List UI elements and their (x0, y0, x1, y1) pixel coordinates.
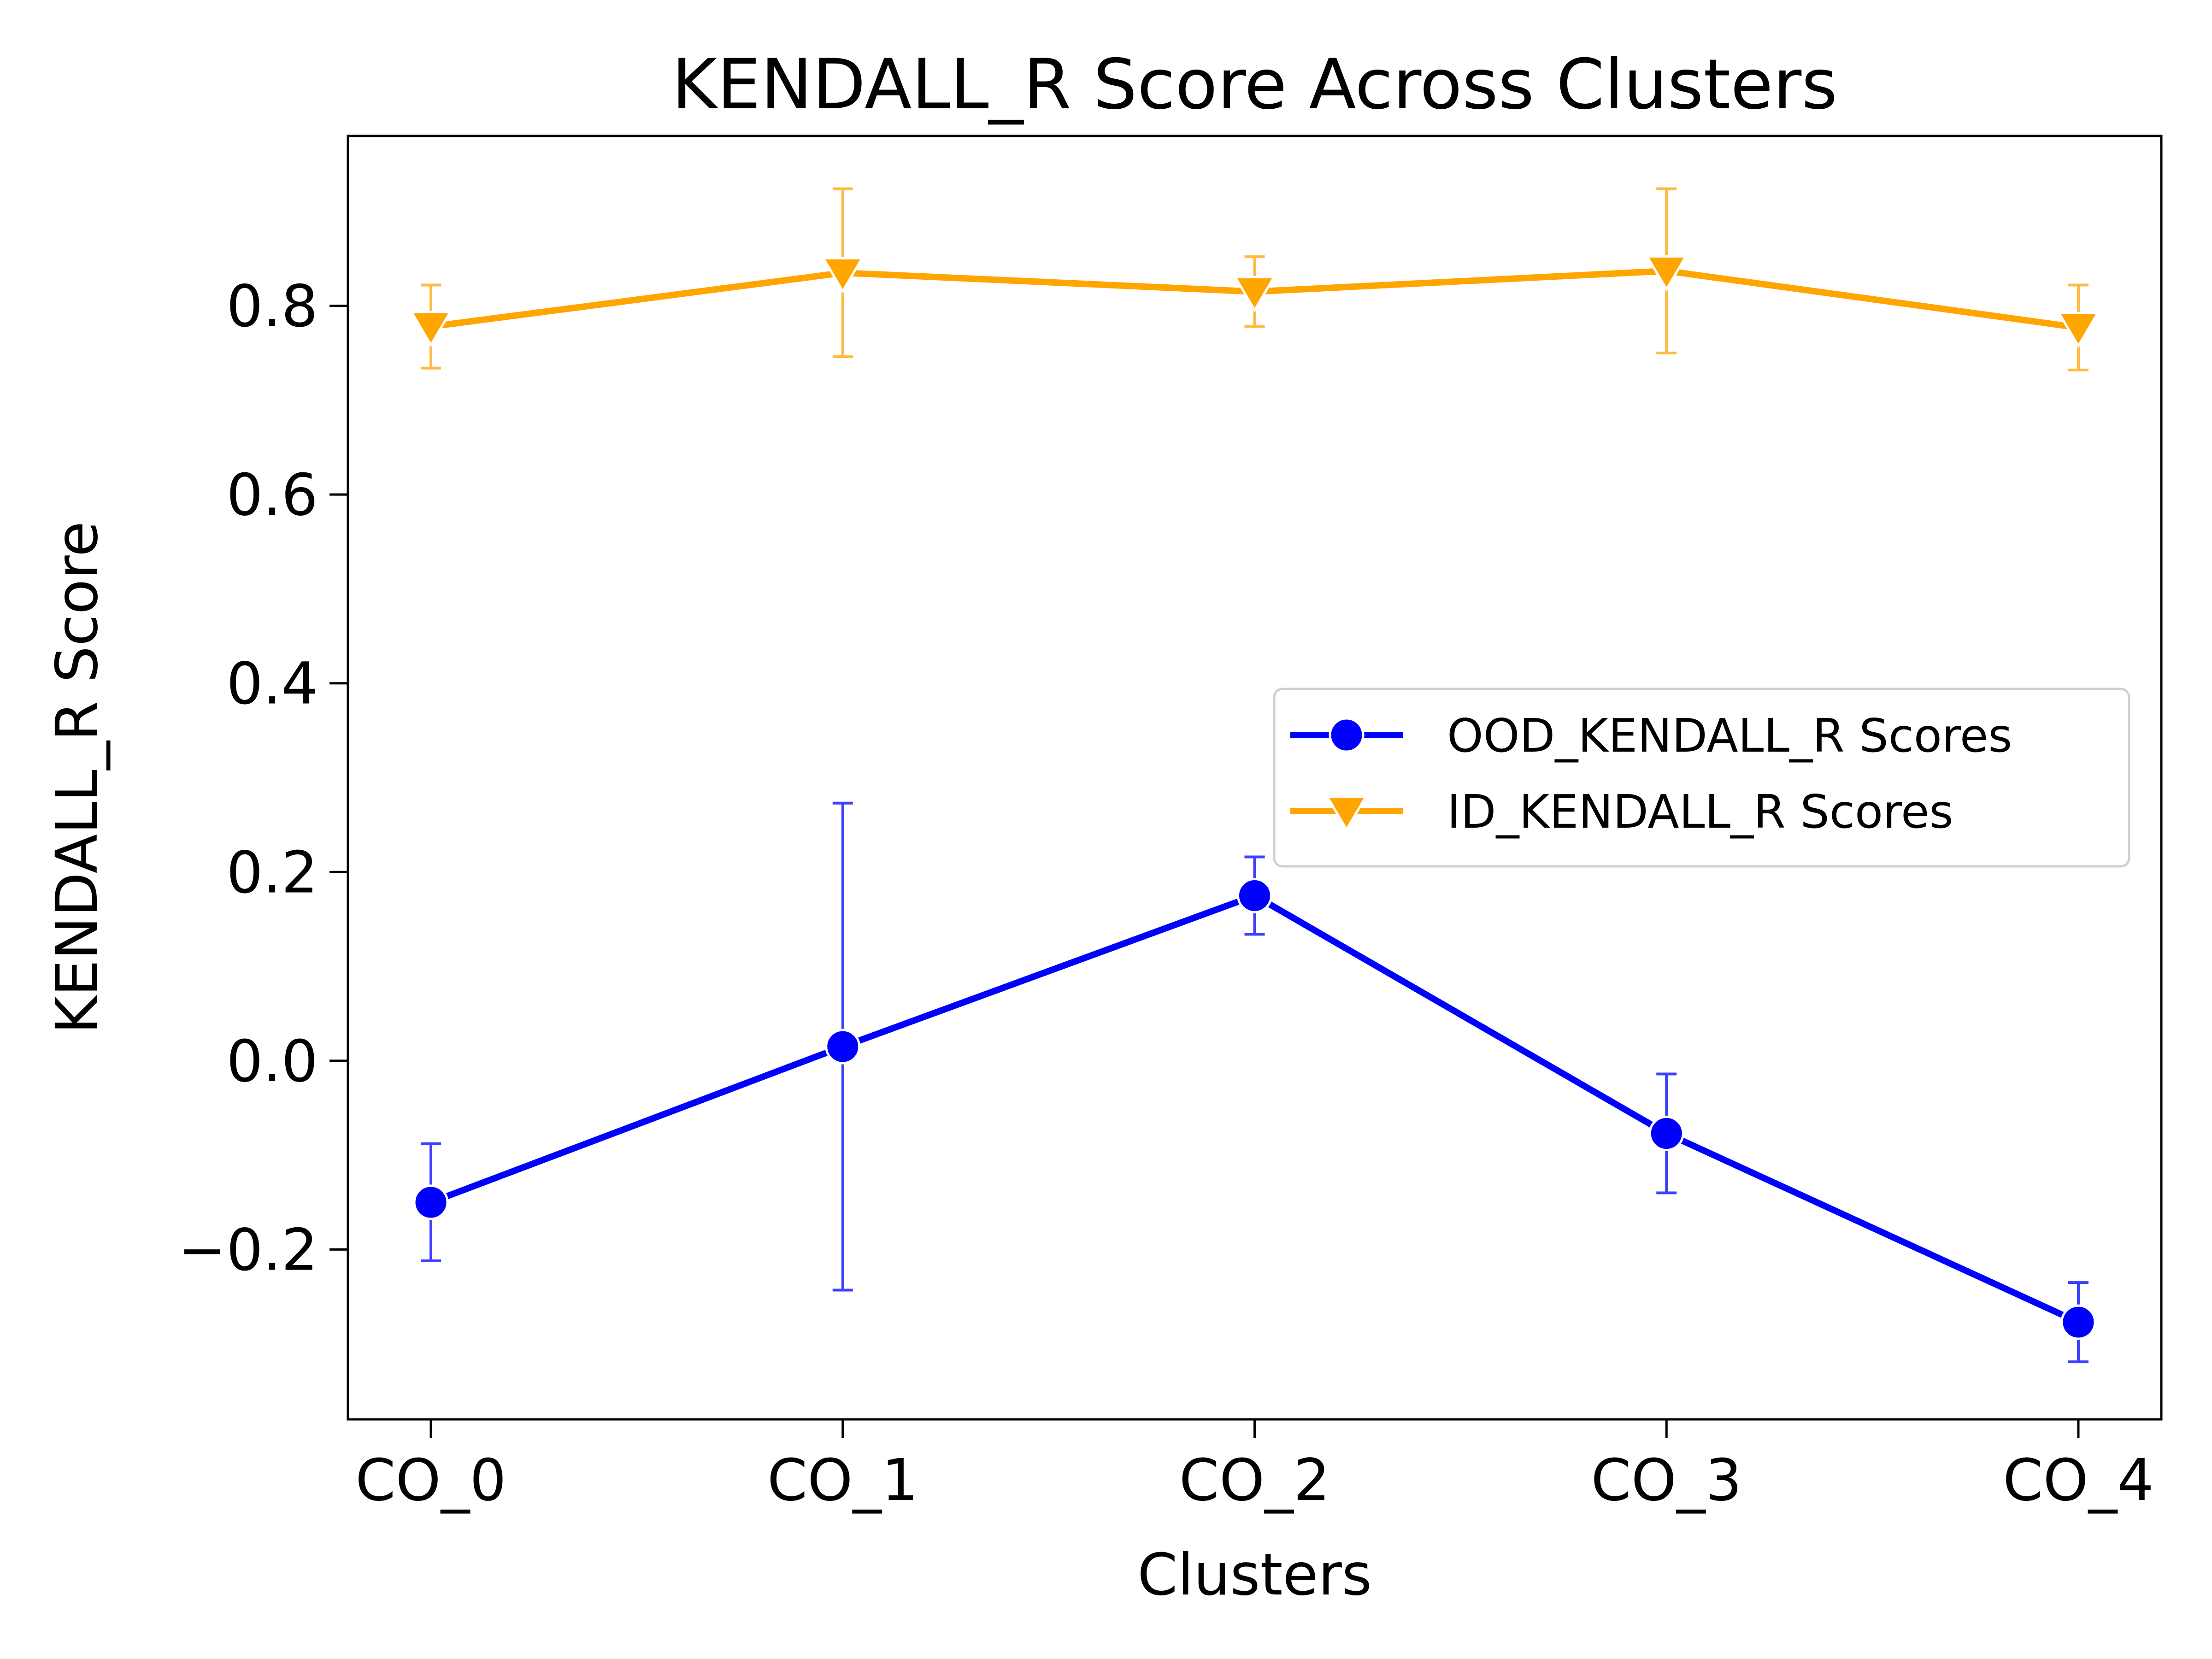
legend-label: ID_KENDALL_R Scores (1447, 785, 1953, 839)
y-tick-label: 0.0 (226, 1028, 318, 1095)
y-tick-label: 0.2 (226, 839, 318, 906)
y-tick-label: −0.2 (178, 1217, 318, 1283)
legend-frame (1273, 688, 2130, 868)
x-tick-label: CO_1 (767, 1447, 918, 1514)
data-point (825, 1029, 861, 1065)
data-point (821, 257, 865, 294)
y-axis: −0.2 0.0 0.2 0.4 0.6 0.8 (178, 273, 348, 1283)
legend-item: ID_KENDALL_R Scores (1290, 785, 1953, 839)
legend: OOD_KENDALL_R Scores ID_KENDALL_R Scores (1273, 688, 2130, 868)
legend-marker (1329, 717, 1365, 753)
legend-marker (1325, 795, 1368, 832)
data-point (1645, 255, 1688, 292)
x-tick-label: CO_3 (1591, 1447, 1742, 1514)
data-point (2057, 312, 2100, 348)
data-point (1237, 877, 1272, 913)
legend-label: OOD_KENDALL_R Scores (1447, 709, 2012, 763)
y-tick-label: 0.8 (226, 273, 318, 340)
y-tick-label: 0.4 (226, 651, 318, 718)
x-tick-label: CO_2 (1179, 1447, 1330, 1514)
series-1 (409, 187, 2100, 371)
plot-area (409, 187, 2100, 1364)
x-axis: CO_0 CO_1 CO_2 CO_3 CO_4 (355, 1419, 2154, 1514)
data-point (2060, 1304, 2096, 1340)
data-point (409, 311, 453, 347)
data-point (1648, 1116, 1684, 1152)
x-tick-label: CO_0 (355, 1447, 506, 1514)
chart-title: KENDALL_R Score Across Clusters (672, 45, 1838, 125)
y-tick-label: 0.6 (226, 462, 318, 529)
y-axis-label: KENDALL_R Score (44, 521, 111, 1034)
data-point (413, 1184, 449, 1220)
x-tick-label: CO_4 (2003, 1447, 2154, 1514)
x-axis-label: Clusters (1137, 1541, 1372, 1608)
series-0 (413, 801, 2096, 1364)
legend-item: OOD_KENDALL_R Scores (1290, 709, 2012, 763)
data-point (1233, 276, 1276, 312)
